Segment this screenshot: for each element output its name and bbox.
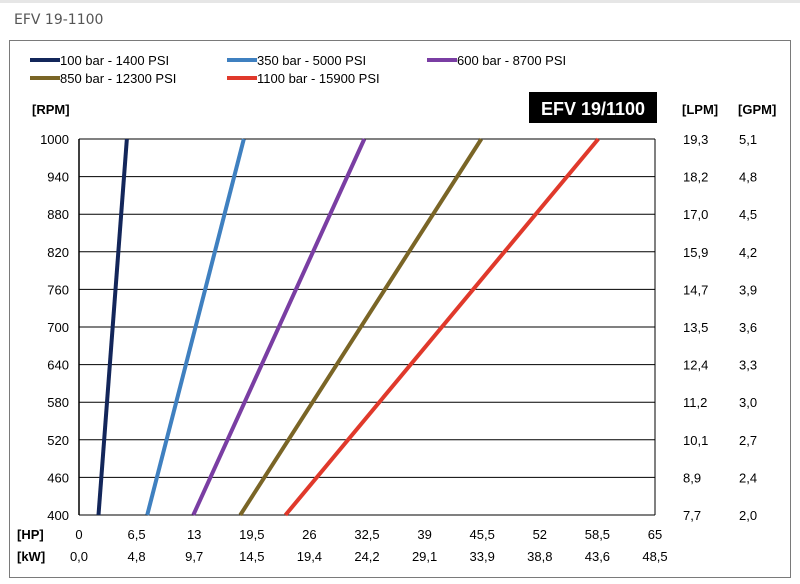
lpm-axis-title: [LPM]: [682, 102, 718, 117]
legend-label: 850 bar - 12300 PSI: [60, 71, 176, 86]
kw-tick-label: 0,0: [70, 549, 88, 564]
hp-tick-label: 0: [75, 527, 82, 542]
lpm-tick-label: 15,9: [683, 245, 708, 260]
kw-axis-title: [kW]: [17, 549, 45, 564]
lpm-tick-label: 19,3: [683, 132, 708, 147]
gpm-tick-label: 4,5: [739, 207, 757, 222]
y-tick-label: 880: [47, 207, 69, 222]
lpm-tick-label: 8,9: [683, 470, 701, 485]
gpm-tick-label: 2,4: [739, 470, 757, 485]
kw-tick-label: 48,5: [642, 549, 667, 564]
y-tick-label: 520: [47, 433, 69, 448]
kw-tick-label: 43,6: [585, 549, 610, 564]
gpm-tick-label: 3,9: [739, 282, 757, 297]
gpm-axis-title: [GPM]: [738, 102, 776, 117]
legend-label: 350 bar - 5000 PSI: [257, 53, 366, 68]
y-tick-label: 820: [47, 245, 69, 260]
series-line: [283, 137, 600, 517]
legend-label: 1100 bar - 15900 PSI: [257, 71, 380, 86]
hp-tick-label: 39: [417, 527, 431, 542]
series-line: [191, 138, 367, 516]
hp-tick-label: 6,5: [128, 527, 146, 542]
kw-tick-label: 19,4: [297, 549, 322, 564]
lpm-tick-label: 12,4: [683, 358, 708, 373]
labels-layer: 1000 19,3 5,1 940 18,2 4,8 880 17,0 4,5 820 15,9 4,…: [17, 92, 776, 564]
kw-tick-label: 9,7: [185, 549, 203, 564]
page-title: EFV 19-1100: [14, 12, 104, 28]
y-tick-label: 640: [47, 358, 69, 373]
top-rule: [0, 0, 800, 3]
gpm-tick-label: 3,3: [739, 358, 757, 373]
lpm-tick-label: 17,0: [683, 207, 708, 222]
grid-layer: [78, 138, 656, 516]
performance-chart: 100 bar - 1400 PSI 350 bar - 5000 PSI 600 …: [17, 53, 776, 564]
hp-tick-label: 52: [533, 527, 547, 542]
lpm-tick-label: 14,7: [683, 282, 708, 297]
lpm-tick-label: 11,2: [683, 395, 707, 410]
y-tick-label: 940: [47, 170, 69, 185]
gpm-tick-label: 5,1: [739, 132, 757, 147]
lpm-tick-label: 18,2: [683, 170, 708, 185]
hp-tick-label: 45,5: [470, 527, 495, 542]
gpm-tick-label: 3,0: [739, 395, 757, 410]
hp-tick-label: 58,5: [585, 527, 610, 542]
gpm-tick-label: 4,8: [739, 170, 757, 185]
series-layer: [96, 137, 600, 517]
hp-tick-label: 13: [187, 527, 201, 542]
chart-card: 100 bar - 1400 PSI 350 bar - 5000 PSI 600 …: [9, 40, 791, 578]
gpm-tick-label: 2,7: [739, 433, 757, 448]
y-tick-label: 760: [47, 282, 69, 297]
hp-tick-label: 19,5: [239, 527, 264, 542]
kw-tick-label: 24,2: [354, 549, 379, 564]
gpm-tick-label: 3,6: [739, 320, 757, 335]
y-tick-label: 460: [47, 470, 69, 485]
legend-layer: 100 bar - 1400 PSI 350 bar - 5000 PSI 600 …: [30, 53, 566, 86]
y-axis-title: [RPM]: [32, 102, 70, 117]
kw-tick-label: 14,5: [239, 549, 264, 564]
legend-label: 100 bar - 1400 PSI: [60, 53, 169, 68]
y-tick-label: 1000: [40, 132, 69, 147]
y-tick-label: 700: [47, 320, 69, 335]
y-tick-label: 400: [47, 508, 69, 523]
kw-tick-label: 33,9: [470, 549, 495, 564]
y-tick-label: 580: [47, 395, 69, 410]
lpm-tick-label: 10,1: [683, 433, 708, 448]
hp-tick-label: 65: [648, 527, 662, 542]
chart-title: EFV 19/1100: [541, 99, 645, 119]
hp-axis-title: [HP]: [17, 527, 44, 542]
lpm-tick-label: 7,7: [683, 508, 701, 523]
gpm-tick-label: 2,0: [739, 508, 757, 523]
hp-tick-label: 32,5: [354, 527, 379, 542]
series-line: [238, 137, 483, 517]
kw-tick-label: 38,8: [527, 549, 552, 564]
series-line: [96, 138, 129, 516]
hp-tick-label: 26: [302, 527, 316, 542]
title-badge: [529, 92, 657, 123]
kw-tick-label: 4,8: [128, 549, 146, 564]
gpm-tick-label: 4,2: [739, 245, 757, 260]
kw-tick-label: 29,1: [412, 549, 437, 564]
series-line: [145, 138, 246, 516]
legend-label: 600 bar - 8700 PSI: [457, 53, 566, 68]
lpm-tick-label: 13,5: [683, 320, 708, 335]
